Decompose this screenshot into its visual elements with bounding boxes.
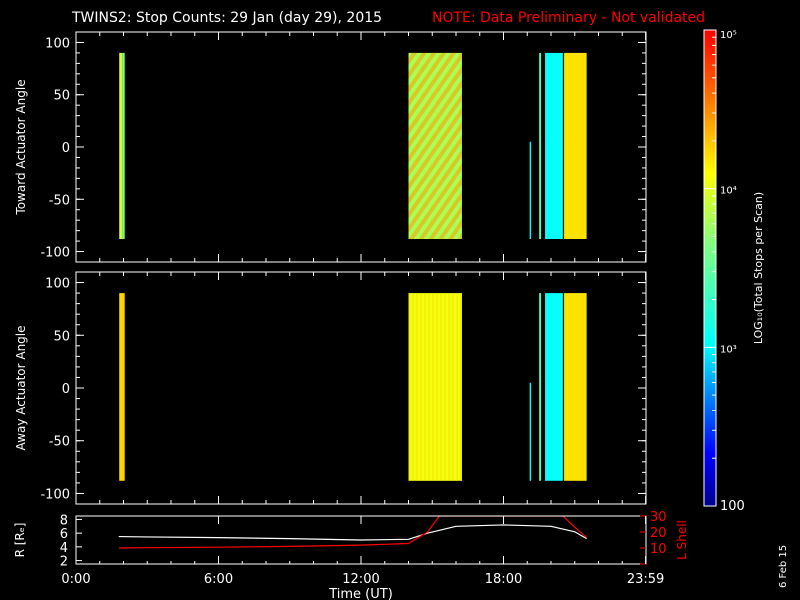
colorbar: 100 10³ 10⁴ 10⁵ LOG₁₀(Total Stops per Scan) — [703, 29, 765, 514]
chart-title: TWINS2: Stop Counts: 29 Jan (day 29), 20… — [71, 10, 382, 26]
toward-cell-1 — [122, 52, 125, 240]
away-ytick-label-4: 100 — [45, 277, 70, 292]
orbit-ytick-label-1: 4 — [60, 541, 68, 556]
colorbar-tick-label-2: 10⁴ — [720, 186, 737, 197]
away-cell-2 — [529, 382, 532, 481]
orbit-xlabel: Time (UT) — [328, 587, 393, 600]
orbit-ytick-right-label-1: 20 — [650, 526, 667, 541]
toward-ytick-label-3: 50 — [53, 89, 70, 104]
away-cell-5 — [564, 293, 587, 481]
away-cell-0 — [119, 293, 125, 481]
orbit-ytick-label-2: 6 — [60, 527, 68, 542]
away-data — [119, 293, 587, 481]
toward-cell-5 — [545, 52, 563, 240]
toward-cell-3 — [529, 141, 532, 239]
toward-ytick-label-2: 0 — [62, 141, 70, 156]
toward-cell-2-texture — [408, 52, 462, 240]
colorbar-tick-label-3: 10⁵ — [720, 30, 737, 41]
orbit-ylabel-right: L Shell — [675, 520, 689, 560]
toward-ytick-label-1: -50 — [49, 193, 70, 208]
orbit-ytick-label-0: 2 — [60, 555, 68, 570]
colorbar-tick-label-0: 100 — [720, 499, 745, 514]
orbit-ytick-right-label-2: 30 — [650, 510, 667, 525]
orbit-xtick-label-4: 23:59 — [627, 572, 664, 587]
toward-ytick-label-0: -100 — [40, 246, 70, 261]
colorbar-tick-label-1: 10³ — [720, 344, 737, 355]
away-ylabel: Away Actuator Angle — [14, 325, 28, 450]
toward-heatmap-panel: -100 -50 0 50 100 Toward Actuator Angle — [14, 31, 647, 263]
orbit-ylabel: R [Rₑ] — [13, 523, 27, 558]
preliminary-note: NOTE: Data Preliminary - Not validated — [432, 10, 705, 26]
away-ytick-label-2: 0 — [62, 382, 70, 397]
colorbar-label: LOG₁₀(Total Stops per Scan) — [752, 192, 765, 344]
away-ytick-label-1: -50 — [49, 435, 70, 450]
orbit-xtick-label-0: 0:00 — [61, 572, 90, 587]
orbit-xtick-label-3: 18:00 — [485, 572, 522, 587]
toward-cell-6 — [564, 52, 587, 240]
away-ytick-label-3: 50 — [53, 329, 70, 344]
toward-ylabel: Toward Actuator Angle — [14, 79, 28, 215]
away-ytick-label-0: -100 — [40, 487, 70, 502]
toward-cell-0 — [119, 52, 123, 240]
generated-date: 6 Feb 15 — [778, 545, 789, 588]
orbit-xtick-label-1: 6:00 — [204, 572, 233, 587]
away-heatmap-panel: -100 -50 0 50 100 Away Actuator Angle — [14, 271, 647, 505]
orbit-xtick-label-2: 12:00 — [342, 572, 379, 587]
away-cell-3 — [539, 293, 542, 481]
away-cell-4 — [545, 293, 563, 481]
orbit-ytick-right-label-0: 10 — [650, 542, 667, 557]
toward-cell-4 — [539, 52, 542, 240]
colorbar-gradient — [704, 30, 716, 506]
toward-ytick-label-4: 100 — [45, 36, 70, 51]
orbit-lines — [118, 516, 588, 549]
r-line — [118, 524, 587, 541]
toward-data — [119, 52, 587, 240]
lshell-line — [118, 516, 588, 549]
orbit-ytick-label-3: 8 — [60, 513, 68, 528]
away-cell-1-texture — [408, 293, 462, 481]
